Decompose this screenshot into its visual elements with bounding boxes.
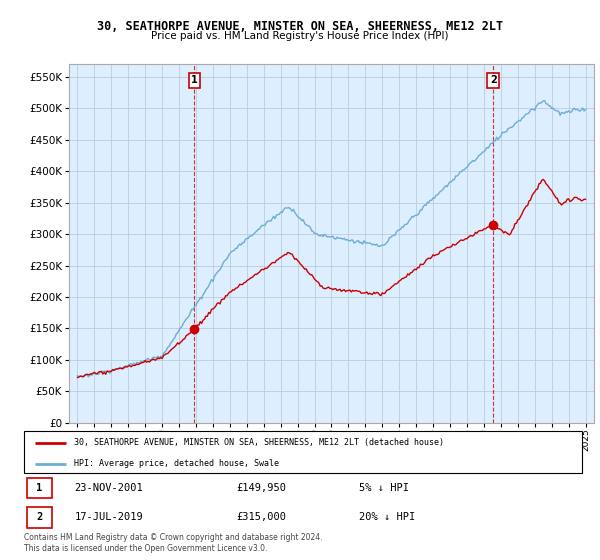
FancyBboxPatch shape bbox=[27, 478, 52, 498]
Text: 2: 2 bbox=[36, 512, 42, 522]
Text: 30, SEATHORPE AVENUE, MINSTER ON SEA, SHEERNESS, ME12 2LT: 30, SEATHORPE AVENUE, MINSTER ON SEA, SH… bbox=[97, 20, 503, 32]
Text: £149,950: £149,950 bbox=[236, 483, 286, 493]
Text: 30, SEATHORPE AVENUE, MINSTER ON SEA, SHEERNESS, ME12 2LT (detached house): 30, SEATHORPE AVENUE, MINSTER ON SEA, SH… bbox=[74, 438, 444, 447]
Text: Contains HM Land Registry data © Crown copyright and database right 2024.
This d: Contains HM Land Registry data © Crown c… bbox=[24, 533, 323, 553]
Text: Price paid vs. HM Land Registry's House Price Index (HPI): Price paid vs. HM Land Registry's House … bbox=[151, 31, 449, 41]
Text: 5% ↓ HPI: 5% ↓ HPI bbox=[359, 483, 409, 493]
Text: 1: 1 bbox=[191, 75, 197, 85]
Text: 23-NOV-2001: 23-NOV-2001 bbox=[74, 483, 143, 493]
Text: 17-JUL-2019: 17-JUL-2019 bbox=[74, 512, 143, 522]
FancyBboxPatch shape bbox=[27, 507, 52, 528]
Text: HPI: Average price, detached house, Swale: HPI: Average price, detached house, Swal… bbox=[74, 459, 279, 469]
FancyBboxPatch shape bbox=[24, 431, 582, 473]
Text: 2: 2 bbox=[490, 75, 497, 85]
Text: 20% ↓ HPI: 20% ↓ HPI bbox=[359, 512, 415, 522]
Text: 1: 1 bbox=[36, 483, 42, 493]
Text: £315,000: £315,000 bbox=[236, 512, 286, 522]
